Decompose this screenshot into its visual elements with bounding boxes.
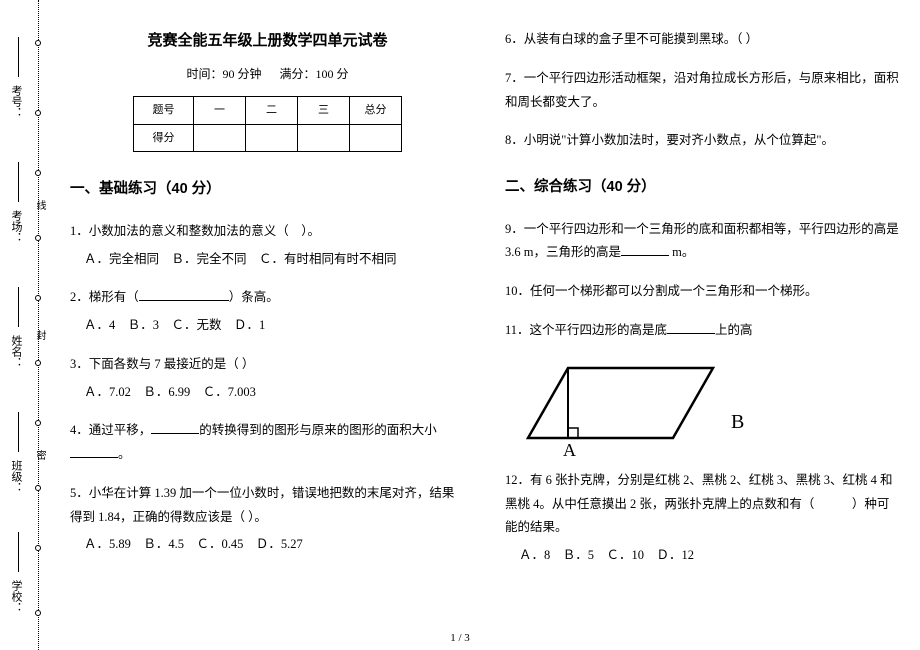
td-score-label: 得分 (134, 124, 194, 152)
question-7: 7．一个平行四边形活动框架，沿对角拉成长方形后，与原来相比，面积和周长都变大了。 (505, 67, 900, 115)
q5-options: Ａ．5.89 Ｂ．4.5 Ｃ．0.45 Ｄ．5.27 (70, 533, 465, 557)
label-A: A (563, 440, 576, 458)
section-2-heading: 二、综合练习（40 分） (505, 175, 900, 200)
th-total: 总分 (350, 96, 402, 124)
parallelogram-figure: A B (513, 358, 900, 465)
question-9: 9．一个平行四边形和一个三角形的底和面积都相等，平行四边形的高是 3.6 m，三… (505, 218, 900, 266)
binding-dot (35, 485, 41, 491)
td-blank (298, 124, 350, 152)
right-column: 6．从装有白球的盒子里不可能摸到黑球。（ ） 7．一个平行四边形活动框架，沿对角… (505, 28, 900, 618)
table-row: 题号 一 二 三 总分 (134, 96, 402, 124)
blank-field[interactable] (621, 244, 669, 257)
binding-dot (35, 295, 41, 301)
blank-field[interactable] (139, 289, 229, 302)
binding-dot (35, 610, 41, 616)
blank-field[interactable] (151, 422, 199, 435)
q4-a: 4．通过平移， (70, 423, 151, 437)
binding-field-label: 考场： (8, 210, 24, 243)
q9-b: m。 (669, 245, 694, 259)
binding-underline (18, 287, 19, 327)
time-text: 时间：90 分钟 (186, 67, 261, 81)
seal-char: 密 (32, 450, 47, 466)
q11-b: 上的高 (715, 323, 753, 337)
parallelogram-svg: A B (513, 358, 773, 458)
q4-c: 。 (118, 447, 131, 461)
q2-stem-a: 2．梯形有（ (70, 290, 139, 304)
th-2: 二 (246, 96, 298, 124)
q4-b: 的转换得到的图形与原来的图形的面积大小 (199, 423, 437, 437)
binding-dot (35, 360, 41, 366)
q5-stem: 5．小华在计算 1.39 加一个一位小数时，错误地把数的末尾对齐，结果得到 1.… (70, 482, 465, 530)
binding-field-label: 姓名： (8, 335, 24, 368)
binding-dot (35, 170, 41, 176)
seal-char: 线 (32, 200, 47, 216)
question-5: 5．小华在计算 1.39 加一个一位小数时，错误地把数的末尾对齐，结果得到 1.… (70, 482, 465, 557)
q9-a: 9．一个平行四边形和一个三角形的底和面积都相等，平行四边形的高是 3.6 m，三… (505, 222, 899, 260)
label-B: B (731, 411, 744, 433)
exam-title: 竞赛全能五年级上册数学四单元试卷 (70, 28, 465, 54)
question-3: 3．下面各数与 7 最接近的是（ ） Ａ．7.02 Ｂ．6.99 Ｃ．7.003 (70, 353, 465, 405)
q2-stem-b: ）条高。 (229, 290, 279, 304)
question-8: 8．小明说"计算小数加法时，要对齐小数点，从个位算起"。 (505, 129, 900, 153)
section-1-heading: 一、基础练习（40 分） (70, 177, 465, 202)
binding-underline (18, 37, 19, 77)
td-blank (350, 124, 402, 152)
binding-dot (35, 235, 41, 241)
td-blank (246, 124, 298, 152)
q2-options: Ａ．4 Ｂ．3 Ｃ．无数 Ｄ．1 (70, 314, 465, 338)
binding-dot (35, 545, 41, 551)
binding-line (38, 0, 39, 650)
binding-dot (35, 40, 41, 46)
binding-dot (35, 420, 41, 426)
q3-options: Ａ．7.02 Ｂ．6.99 Ｃ．7.003 (70, 381, 465, 405)
td-blank (194, 124, 246, 152)
table-row: 得分 (134, 124, 402, 152)
q12-stem: 12．有 6 张扑克牌，分别是红桃 2、黑桃 2、红桃 3、黑桃 3、红桃 4 … (505, 469, 900, 540)
q11-a: 11．这个平行四边形的高是底 (505, 323, 667, 337)
seal-char: 封 (32, 330, 47, 346)
question-12: 12．有 6 张扑克牌，分别是红桃 2、黑桃 2、红桃 3、黑桃 3、红桃 4 … (505, 469, 900, 568)
page-number: 1 / 3 (0, 632, 920, 644)
th-num: 题号 (134, 96, 194, 124)
question-1: 1．小数加法的意义和整数加法的意义（ ）。 Ａ．完全相同 Ｂ．完全不同 Ｃ．有时… (70, 220, 465, 272)
question-6: 6．从装有白球的盒子里不可能摸到黑球。（ ） (505, 28, 900, 52)
binding-field-label: 班级： (8, 460, 24, 493)
page-content: 竞赛全能五年级上册数学四单元试卷 时间：90 分钟 满分：100 分 题号 一 … (70, 28, 900, 618)
binding-dot (35, 110, 41, 116)
question-10: 10．任何一个梯形都可以分割成一个三角形和一个梯形。 (505, 280, 900, 304)
th-3: 三 (298, 96, 350, 124)
score-table: 题号 一 二 三 总分 得分 (133, 96, 402, 152)
q12-options: Ａ．8 Ｂ．5 Ｃ．10 Ｄ．12 (505, 544, 900, 568)
question-2: 2．梯形有（ ）条高。 Ａ．4 Ｂ．3 Ｃ．无数 Ｄ．1 (70, 286, 465, 338)
question-4: 4．通过平移， 的转换得到的图形与原来的图形的面积大小 。 (70, 419, 465, 467)
th-1: 一 (194, 96, 246, 124)
binding-field-label: 学校： (8, 580, 24, 613)
question-11: 11．这个平行四边形的高是底 上的高 (505, 319, 900, 343)
blank-field[interactable] (70, 446, 118, 459)
binding-underline (18, 412, 19, 452)
binding-underline (18, 532, 19, 572)
fullscore-text: 满分：100 分 (280, 67, 349, 81)
exam-subtitle: 时间：90 分钟 满分：100 分 (70, 64, 465, 84)
q1-stem: 1．小数加法的意义和整数加法的意义（ ）。 (70, 220, 465, 244)
q1-options: Ａ．完全相同 Ｂ．完全不同 Ｃ．有时相同有时不相同 (70, 248, 465, 272)
q2-stem: 2．梯形有（ ）条高。 (70, 286, 465, 310)
q3-stem: 3．下面各数与 7 最接近的是（ ） (70, 353, 465, 377)
left-column: 竞赛全能五年级上册数学四单元试卷 时间：90 分钟 满分：100 分 题号 一 … (70, 28, 465, 618)
binding-underline (18, 162, 19, 202)
binding-margin: 考号： 考场： 姓名： 班级： 学校： 线封密 (0, 0, 55, 650)
binding-field-label: 考号： (8, 85, 24, 118)
blank-field[interactable] (667, 321, 715, 334)
